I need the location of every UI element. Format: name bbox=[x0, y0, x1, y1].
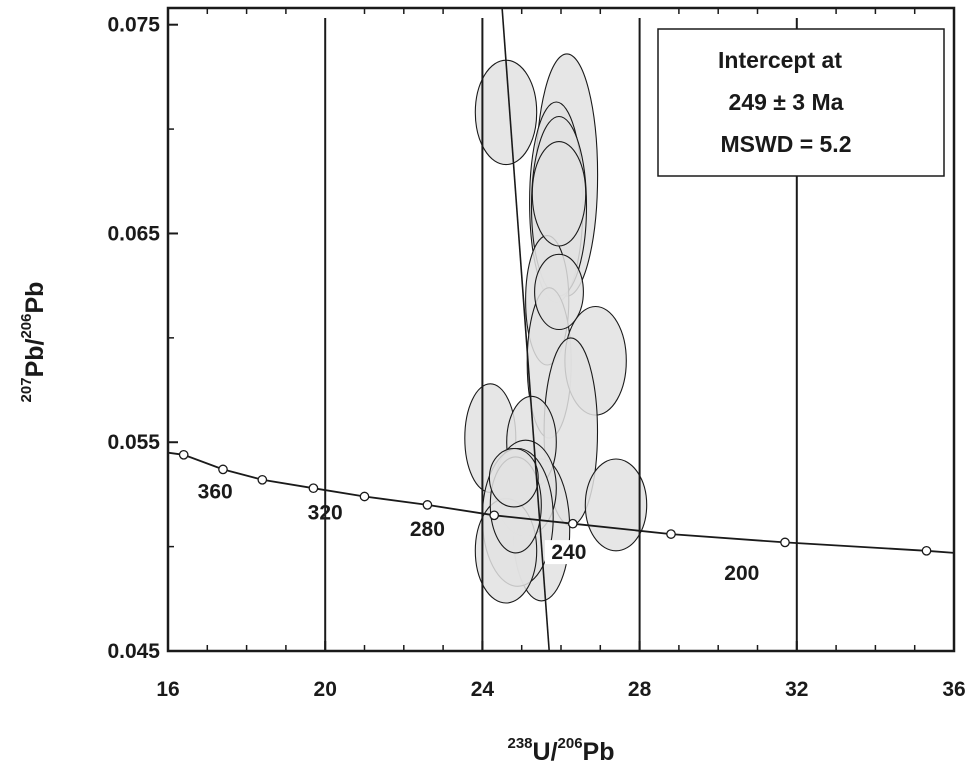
concordia-age-marker bbox=[359, 491, 370, 502]
age-label: 360 bbox=[198, 481, 233, 504]
age-label-background bbox=[544, 540, 593, 565]
annotation-frame bbox=[657, 28, 945, 177]
y-tick-label: 0.055 bbox=[107, 431, 160, 454]
axes: 16 20 24 28 32 36 0.045 0.055 0.065 0.075 bbox=[107, 8, 966, 701]
annotation-box: Intercept at 249 ± 3 Ma MSWD = 5.2 bbox=[657, 28, 945, 177]
annotation-line-age: 249 ± 3 Ma bbox=[729, 89, 844, 115]
y-tick-label: 0.075 bbox=[107, 14, 160, 37]
error-ellipse bbox=[531, 141, 587, 247]
annotation-line-intercept: Intercept at bbox=[718, 47, 842, 73]
concordia-age-marker bbox=[178, 449, 189, 460]
x-tick-label: 20 bbox=[314, 678, 337, 701]
concordia-age-marker bbox=[921, 545, 932, 556]
concordia-age-marker bbox=[489, 510, 500, 521]
y-tick-label: 0.065 bbox=[107, 222, 160, 245]
concordia-age-marker bbox=[308, 483, 319, 494]
age-label-background bbox=[191, 479, 240, 504]
error-ellipse bbox=[584, 458, 648, 552]
error-ellipses bbox=[464, 53, 648, 604]
age-label: 280 bbox=[410, 518, 445, 541]
x-tick-label: 32 bbox=[785, 678, 808, 701]
age-label-background bbox=[403, 517, 452, 542]
concordia-age-marker bbox=[422, 500, 433, 510]
regression-line bbox=[501, 8, 550, 651]
error-ellipse bbox=[534, 253, 584, 331]
concordia-age-marker bbox=[780, 537, 790, 548]
x-tick-label: 28 bbox=[628, 678, 652, 701]
x-axis-title: 238U/206Pb bbox=[507, 735, 614, 766]
error-ellipse bbox=[488, 447, 539, 508]
concordia-points bbox=[178, 449, 932, 556]
concordia-age-marker bbox=[218, 464, 228, 475]
concordia-age-marker bbox=[666, 529, 676, 539]
error-ellipse bbox=[474, 59, 538, 166]
age-label: 240 bbox=[551, 541, 586, 564]
x-tick-label: 16 bbox=[156, 678, 179, 701]
age-label-background bbox=[717, 561, 766, 585]
x-tick-label: 24 bbox=[471, 678, 495, 701]
y-tick-label: 0.045 bbox=[107, 640, 160, 663]
annotation-line-mswd: MSWD = 5.2 bbox=[720, 131, 851, 157]
concordia-age-marker bbox=[567, 518, 578, 529]
y-axis-title: 207Pb/206Pb bbox=[18, 282, 49, 403]
concordia-age-marker bbox=[257, 474, 268, 485]
age-label: 200 bbox=[724, 562, 759, 585]
x-tick-label: 36 bbox=[942, 678, 965, 701]
